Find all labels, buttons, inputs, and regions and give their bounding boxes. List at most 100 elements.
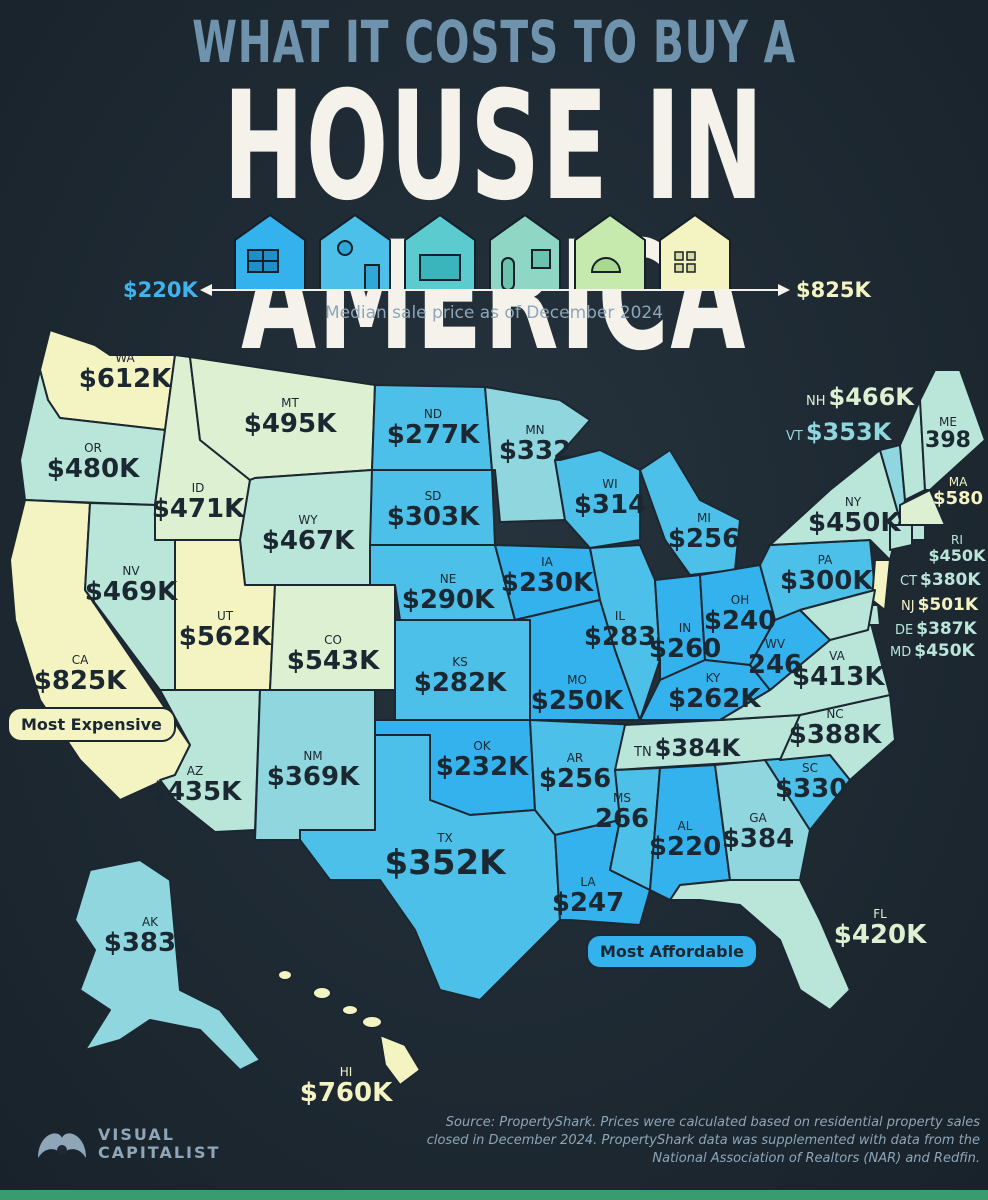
state-price: $384K (654, 734, 741, 762)
state-price: $543K (286, 646, 380, 676)
state-price: $471K (151, 494, 245, 524)
state-label-mi: MI $256 (664, 512, 744, 552)
state-shape-hi-islet (277, 969, 293, 981)
state-abbr: WI (602, 477, 618, 491)
state-label-va: VA $413K (792, 649, 885, 692)
state-price: $450K (808, 508, 901, 538)
state-price: $501K (917, 595, 979, 615)
state-price: $260 (648, 634, 722, 664)
state-abbr: MN (525, 423, 545, 437)
state-abbr: VA (829, 649, 845, 663)
state-abbr: MT (281, 396, 299, 410)
state-label-hi: HI $760K (296, 1066, 396, 1106)
state-label-nh: NH $466K (806, 385, 914, 409)
state-shape-ma (899, 489, 946, 526)
state-price: $220 (648, 832, 722, 862)
state-price: $314 (573, 490, 647, 520)
state-price: $256 (538, 764, 612, 794)
state-label-wi: WI $314 (565, 478, 655, 518)
state-abbr: OR (84, 441, 102, 455)
state-shape-hi (379, 1034, 421, 1086)
state-abbr: NV (122, 564, 140, 578)
state-price: $247 (551, 888, 625, 918)
state-price: $420K (833, 920, 927, 950)
state-shape-fl (669, 879, 851, 1011)
state-abbr: MS (613, 791, 631, 805)
logo-icon (38, 1133, 86, 1158)
state-label-in: IN $260 (645, 622, 725, 662)
state-price: $450K (928, 546, 986, 565)
subtitle: Median sale price as of December 2024 (324, 303, 664, 323)
house-icon (404, 213, 476, 291)
state-label-co: CO $543K (278, 634, 388, 674)
state-abbr: OK (473, 739, 491, 753)
state-abbr: SC (802, 761, 818, 775)
state-label-ny: NY $450K (808, 496, 901, 538)
state-price: $282K (413, 668, 507, 698)
state-label-mo: MO $250K (527, 674, 627, 714)
state-price: $413K (792, 662, 885, 692)
state-price: $612K (78, 364, 172, 394)
state-label-oh: OH $240 (700, 594, 780, 634)
state-label-ar: AR $256 (530, 752, 620, 792)
state-shape-ms (609, 767, 661, 891)
state-price: $332 (498, 436, 572, 466)
state-price: 246 (747, 650, 803, 680)
state-shape-il (589, 544, 661, 721)
house-icon (234, 213, 306, 291)
state-price: $230K (500, 568, 594, 598)
title-line-1: WHAT IT COSTS TO BUY A (192, 8, 796, 76)
state-abbr: UT (216, 609, 234, 623)
state-abbr: OH (730, 593, 750, 607)
state-label-tx: TX $352K (380, 832, 510, 880)
state-shape-tx (299, 734, 561, 1001)
logo-line-1: VISUAL (98, 1125, 175, 1144)
state-price: $825K (33, 666, 127, 696)
state-label-sd: SD $303K (383, 490, 483, 530)
state-label-wy: WY $467K (253, 514, 363, 554)
state-price: $353K (805, 418, 892, 446)
state-shape-wi (554, 449, 641, 549)
state-label-sc: SC $330 (775, 761, 847, 802)
state-label-me: ME 398 (920, 416, 976, 452)
scale-low-label: $220K (123, 278, 198, 302)
house-icon (574, 213, 646, 291)
state-price: $300K (780, 566, 873, 596)
state-label-al: AL $220 (645, 820, 725, 860)
state-label-nv: NV $469K (76, 565, 186, 605)
state-label-fl: FL $420K (830, 908, 930, 948)
state-shape-ga (714, 759, 811, 881)
state-label-mt: MT $495K (235, 397, 345, 437)
state-abbr: AK (141, 915, 159, 929)
state-abbr: MI (697, 511, 711, 525)
state-label-pa: PA $300K (780, 554, 873, 596)
state-label-ak: AK $383K (100, 916, 200, 956)
visual-capitalist-logo: VISUAL CAPITALIST (34, 1124, 220, 1164)
state-abbr: MD (890, 645, 912, 660)
state-label-ca: CA $825K (25, 654, 135, 694)
state-label-ga: GA $384 (718, 812, 798, 852)
state-label-ok: OK $232K (432, 740, 532, 780)
state-abbr: GA (749, 811, 767, 825)
state-price: $384 (721, 824, 795, 854)
state-abbr: IL (614, 609, 626, 623)
state-label-vt: VT $353K (786, 420, 891, 444)
state-label-nj: NJ $501K (901, 597, 978, 614)
state-label-or: OR $480K (38, 442, 148, 482)
state-label-ma: MA $580 (930, 476, 986, 508)
state-abbr: KS (452, 655, 468, 669)
state-price: $277K (386, 420, 480, 450)
house-icon (659, 213, 731, 291)
state-shape-hi-islet (361, 1015, 383, 1029)
state-abbr: WY (298, 513, 318, 527)
state-abbr: LA (580, 875, 596, 889)
state-abbr: AZ (186, 764, 204, 778)
state-label-ms: MS 266 (592, 792, 652, 832)
state-label-az: AZ $435K (140, 765, 250, 805)
state-price: $760K (299, 1078, 393, 1108)
state-price: $435K (148, 777, 242, 807)
state-price: $467K (261, 526, 355, 556)
state-price: $369K (266, 762, 360, 792)
state-label-de: DE $387K (895, 621, 977, 638)
